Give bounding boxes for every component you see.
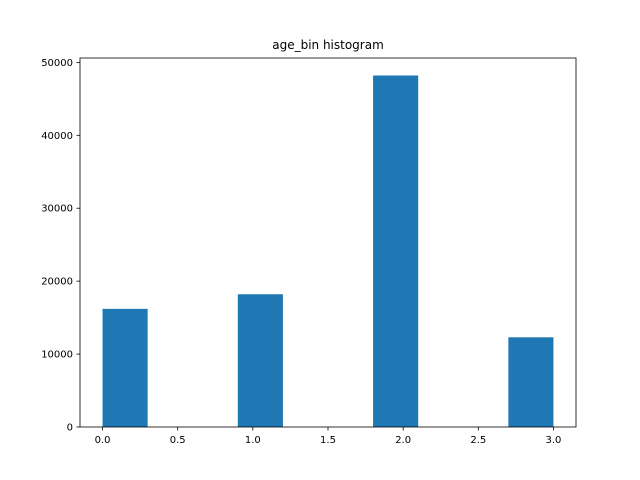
y-tick-label: 20000: [41, 277, 73, 288]
x-tick-label: 0.0: [95, 435, 111, 446]
x-tick-label: 2.0: [395, 435, 411, 446]
histogram-bar-3: [508, 337, 554, 427]
y-tick-label: 40000: [41, 131, 73, 142]
y-axis-ticks: 0 10000 20000 30000 40000 50000: [41, 58, 80, 434]
plot-frame: [79, 57, 577, 428]
x-axis-ticks: 0.0 0.5 1.0 1.5 2.0 2.5 3.0: [95, 427, 562, 446]
y-tick-label: 30000: [41, 204, 73, 215]
chart-title: age_bin histogram: [272, 38, 384, 52]
x-tick-label: 1.0: [245, 435, 261, 446]
histogram-bar-1: [237, 294, 283, 427]
x-tick-label: 1.5: [320, 435, 336, 446]
histogram-bar-0: [102, 308, 148, 427]
x-tick-label: 2.5: [470, 435, 486, 446]
y-tick-label: 0: [67, 423, 73, 434]
histogram-bar-2: [373, 75, 419, 427]
x-tick-label: 0.5: [170, 435, 186, 446]
y-tick-label: 10000: [41, 350, 73, 361]
y-tick-label: 50000: [41, 58, 73, 69]
bars-group: [102, 75, 554, 427]
x-tick-label: 3.0: [546, 435, 562, 446]
